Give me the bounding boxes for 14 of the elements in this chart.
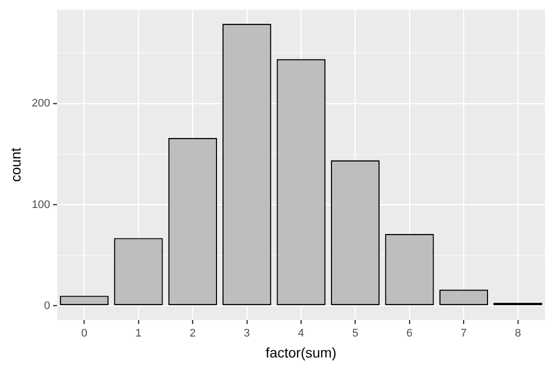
x-tick-label: 7 xyxy=(460,328,467,340)
x-tick-label: 2 xyxy=(190,328,196,340)
x-tick-label: 3 xyxy=(244,328,250,340)
x-tick-label: 5 xyxy=(352,328,358,340)
y-tick-label: 0 xyxy=(44,300,50,312)
x-tick-label: 1 xyxy=(135,328,142,340)
x-tick-label: 4 xyxy=(298,328,304,340)
y-axis-title: count xyxy=(7,148,24,182)
y-tick-label: 100 xyxy=(32,198,50,211)
x-tick-label: 6 xyxy=(406,328,413,340)
y-tick-label: 200 xyxy=(32,98,50,110)
x-tick-label: 0 xyxy=(81,328,88,340)
x-tick-label: 8 xyxy=(514,328,521,340)
x-axis-title: factor(sum) xyxy=(266,344,336,360)
